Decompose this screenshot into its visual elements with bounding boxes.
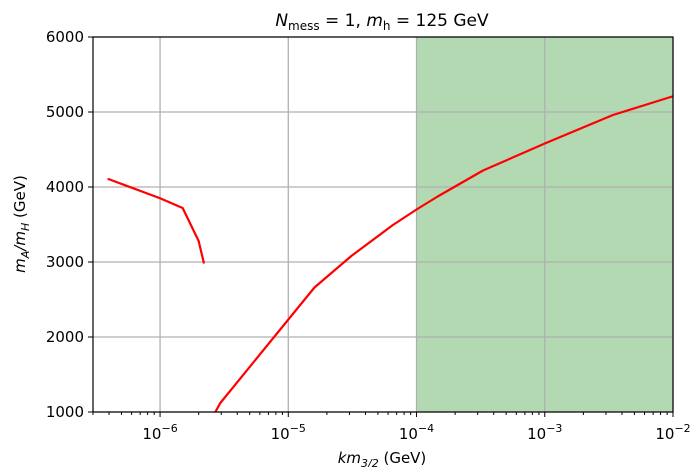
- y-tick-label-1: 2000: [46, 328, 84, 346]
- y-tick-label-5: 6000: [46, 28, 84, 46]
- x-tick-label-exponent: −2: [674, 422, 690, 435]
- plot-frame: [92, 36, 674, 413]
- title-mid: = 1,: [320, 11, 367, 31]
- y-tick-label-4: 5000: [46, 103, 84, 121]
- x-tick-label-2: 10−4: [399, 422, 434, 443]
- x-label-unit: (GeV): [379, 449, 427, 467]
- x-tick-label-exponent: −4: [418, 422, 434, 435]
- y-label-m2: m: [11, 231, 29, 246]
- series-line-0: [107, 177, 206, 264]
- x-tick-label-3: 10−3: [527, 422, 562, 443]
- title-tail: = 125 GeV: [390, 11, 489, 31]
- x-tick-label-exponent: −5: [290, 422, 306, 435]
- y-label-slash: /: [11, 244, 29, 253]
- title-n-subscript: mess: [288, 19, 320, 33]
- x-tick-label-0: 10−6: [142, 422, 177, 443]
- axes: 10−6 10−5 10−4 10−3 10−210002000300040005000…: [46, 28, 691, 443]
- x-tick-label-base: 10: [655, 425, 674, 443]
- x-tick-label-base: 10: [527, 425, 546, 443]
- x-tick-label-1: 10−5: [271, 422, 306, 443]
- y-tick-label-0: 1000: [46, 403, 84, 421]
- series-line-1: [214, 95, 674, 413]
- y-tick-label-3: 4000: [46, 178, 84, 196]
- y-label-sub2: H: [19, 223, 32, 231]
- y-label-unit: (GeV): [11, 175, 29, 223]
- x-tick-label-exponent: −3: [546, 422, 562, 435]
- y-tick-label-2: 3000: [46, 253, 84, 271]
- title-n: N: [275, 11, 288, 31]
- x-tick-label-base: 10: [271, 425, 290, 443]
- x-tick-label-4: 10−2: [655, 422, 690, 443]
- x-label-subscript: 3/2: [361, 457, 379, 467]
- y-label-sub1: A: [19, 251, 32, 260]
- chart-title: Nmess = 1, mh = 125 GeV: [275, 11, 489, 33]
- title-m-subscript: h: [383, 19, 391, 33]
- x-label-main: km: [338, 449, 361, 467]
- x-axis-label: km3/2 (GeV): [338, 449, 427, 467]
- title-m: m: [366, 11, 383, 31]
- x-tick-label-exponent: −6: [161, 422, 177, 435]
- x-tick-label-base: 10: [399, 425, 418, 443]
- x-tick-label-base: 10: [142, 425, 161, 443]
- y-axis-label: mA/mH (GeV): [11, 175, 32, 273]
- y-label-m1: m: [11, 258, 29, 273]
